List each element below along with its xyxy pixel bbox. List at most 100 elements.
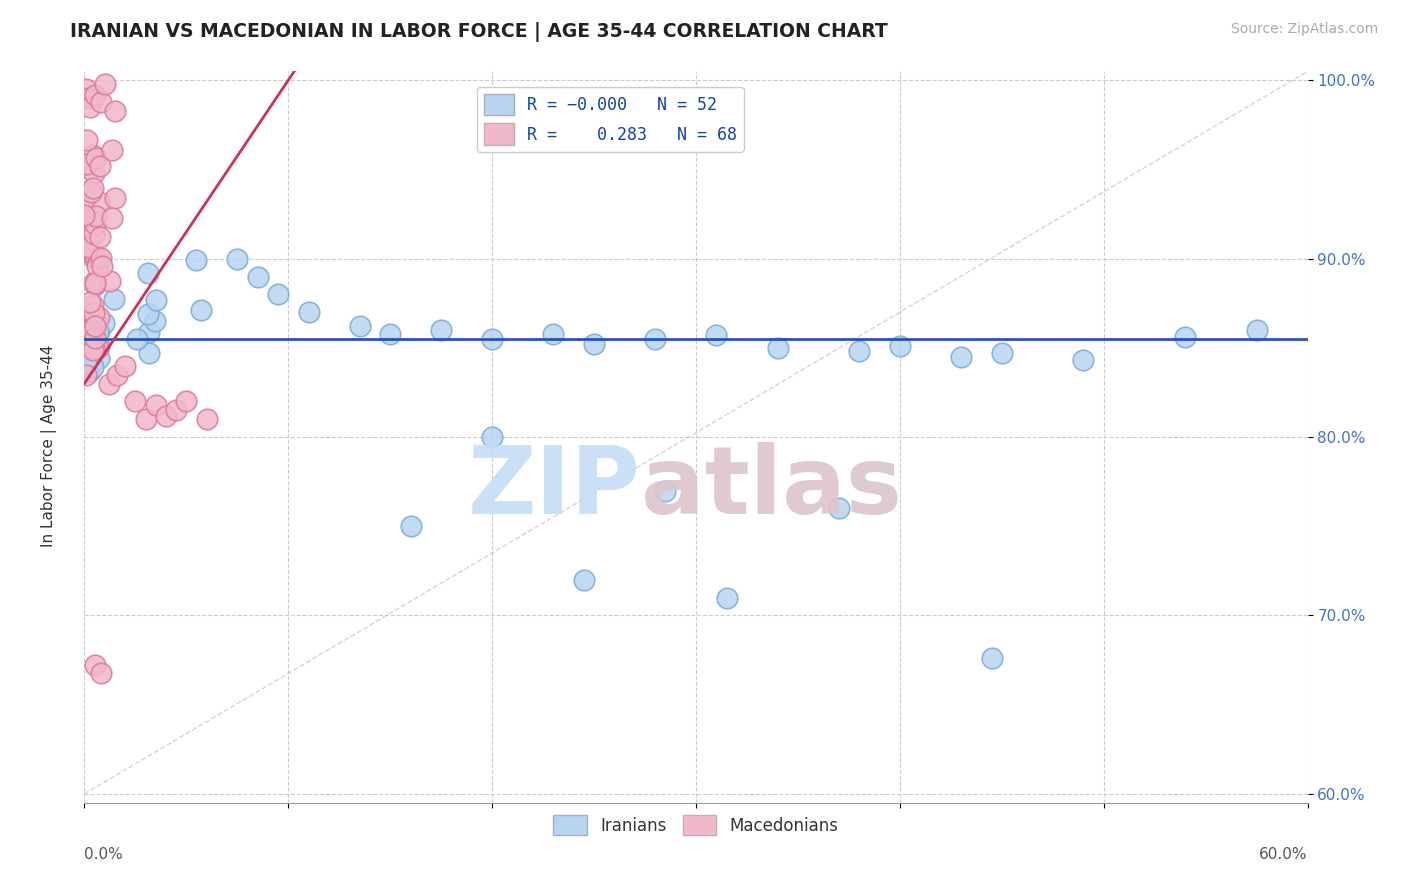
Text: ZIP: ZIP: [468, 442, 641, 534]
Point: [572, 573, 595, 587]
Point: [87, 341, 110, 355]
Point: [75, 356, 97, 370]
Point: [654, 483, 676, 498]
Point: [644, 332, 666, 346]
Point: [83, 87, 105, 102]
Point: [87, 194, 110, 209]
Point: [87, 310, 110, 325]
Point: [991, 346, 1014, 360]
Point: [766, 341, 789, 355]
Point: [174, 394, 197, 409]
Point: [84, 249, 107, 263]
Legend: Iranians, Macedonians: Iranians, Macedonians: [547, 808, 845, 842]
Point: [101, 211, 124, 225]
Point: [138, 346, 160, 360]
Point: [101, 143, 124, 157]
Point: [380, 326, 402, 341]
Point: [84, 331, 107, 345]
Point: [84, 151, 107, 165]
Point: [87, 338, 110, 352]
Text: Source: ZipAtlas.com: Source: ZipAtlas.com: [1230, 22, 1378, 37]
Point: [143, 314, 166, 328]
Point: [103, 292, 125, 306]
Point: [481, 332, 503, 346]
Text: IRANIAN VS MACEDONIAN IN LABOR FORCE | AGE 35-44 CORRELATION CHART: IRANIAN VS MACEDONIAN IN LABOR FORCE | A…: [70, 22, 889, 42]
Point: [73, 191, 96, 205]
Point: [105, 368, 128, 382]
Point: [80, 186, 103, 200]
Point: [75, 82, 97, 96]
Point: [184, 253, 207, 268]
Point: [79, 306, 101, 320]
Point: [1073, 353, 1095, 368]
Point: [98, 274, 121, 288]
Point: [136, 266, 159, 280]
Point: [82, 148, 104, 162]
Point: [1174, 330, 1197, 344]
Point: [124, 394, 146, 409]
Point: [82, 298, 104, 312]
Point: [190, 303, 212, 318]
Text: In Labor Force | Age 35-44: In Labor Force | Age 35-44: [41, 345, 58, 547]
Point: [76, 133, 98, 147]
Point: [93, 77, 115, 91]
Point: [83, 277, 105, 292]
Point: [79, 295, 101, 310]
Point: [79, 363, 101, 377]
Point: [80, 322, 103, 336]
Point: [90, 251, 112, 265]
Point: [82, 332, 104, 346]
Point: [82, 325, 104, 339]
Point: [89, 159, 111, 173]
Point: [950, 350, 973, 364]
Point: [79, 303, 101, 318]
Point: [83, 341, 105, 355]
Point: [980, 651, 1002, 665]
Point: [136, 307, 159, 321]
Point: [349, 319, 371, 334]
Point: [77, 364, 100, 378]
Point: [89, 351, 111, 365]
Point: [75, 237, 97, 252]
Point: [75, 211, 97, 225]
Point: [87, 325, 110, 339]
Point: [84, 209, 107, 223]
Point: [298, 305, 321, 319]
Point: [87, 324, 110, 338]
Point: [155, 409, 177, 423]
Point: [89, 230, 111, 244]
Point: [114, 359, 136, 373]
Point: [82, 180, 104, 194]
Point: [543, 326, 565, 341]
Point: [145, 398, 167, 412]
Point: [97, 376, 120, 391]
Point: [195, 412, 218, 426]
Point: [79, 100, 101, 114]
Point: [583, 337, 606, 351]
Point: [267, 287, 290, 301]
Point: [83, 276, 105, 290]
Point: [75, 368, 97, 383]
Point: [73, 208, 96, 222]
Point: [76, 240, 98, 254]
Point: [716, 591, 738, 605]
Point: [93, 316, 115, 330]
Text: atlas: atlas: [641, 442, 901, 534]
Point: [84, 318, 107, 333]
Point: [76, 156, 98, 170]
Point: [91, 259, 114, 273]
Point: [83, 251, 105, 265]
Point: [430, 323, 453, 337]
Point: [84, 274, 107, 288]
Point: [86, 260, 108, 274]
Point: [90, 665, 112, 680]
Point: [77, 238, 100, 252]
Point: [1246, 323, 1268, 337]
Point: [246, 269, 269, 284]
Point: [138, 325, 160, 339]
Point: [82, 343, 104, 357]
Point: [828, 501, 851, 516]
Point: [848, 344, 870, 359]
Point: [145, 293, 167, 307]
Text: 0.0%: 0.0%: [84, 847, 124, 863]
